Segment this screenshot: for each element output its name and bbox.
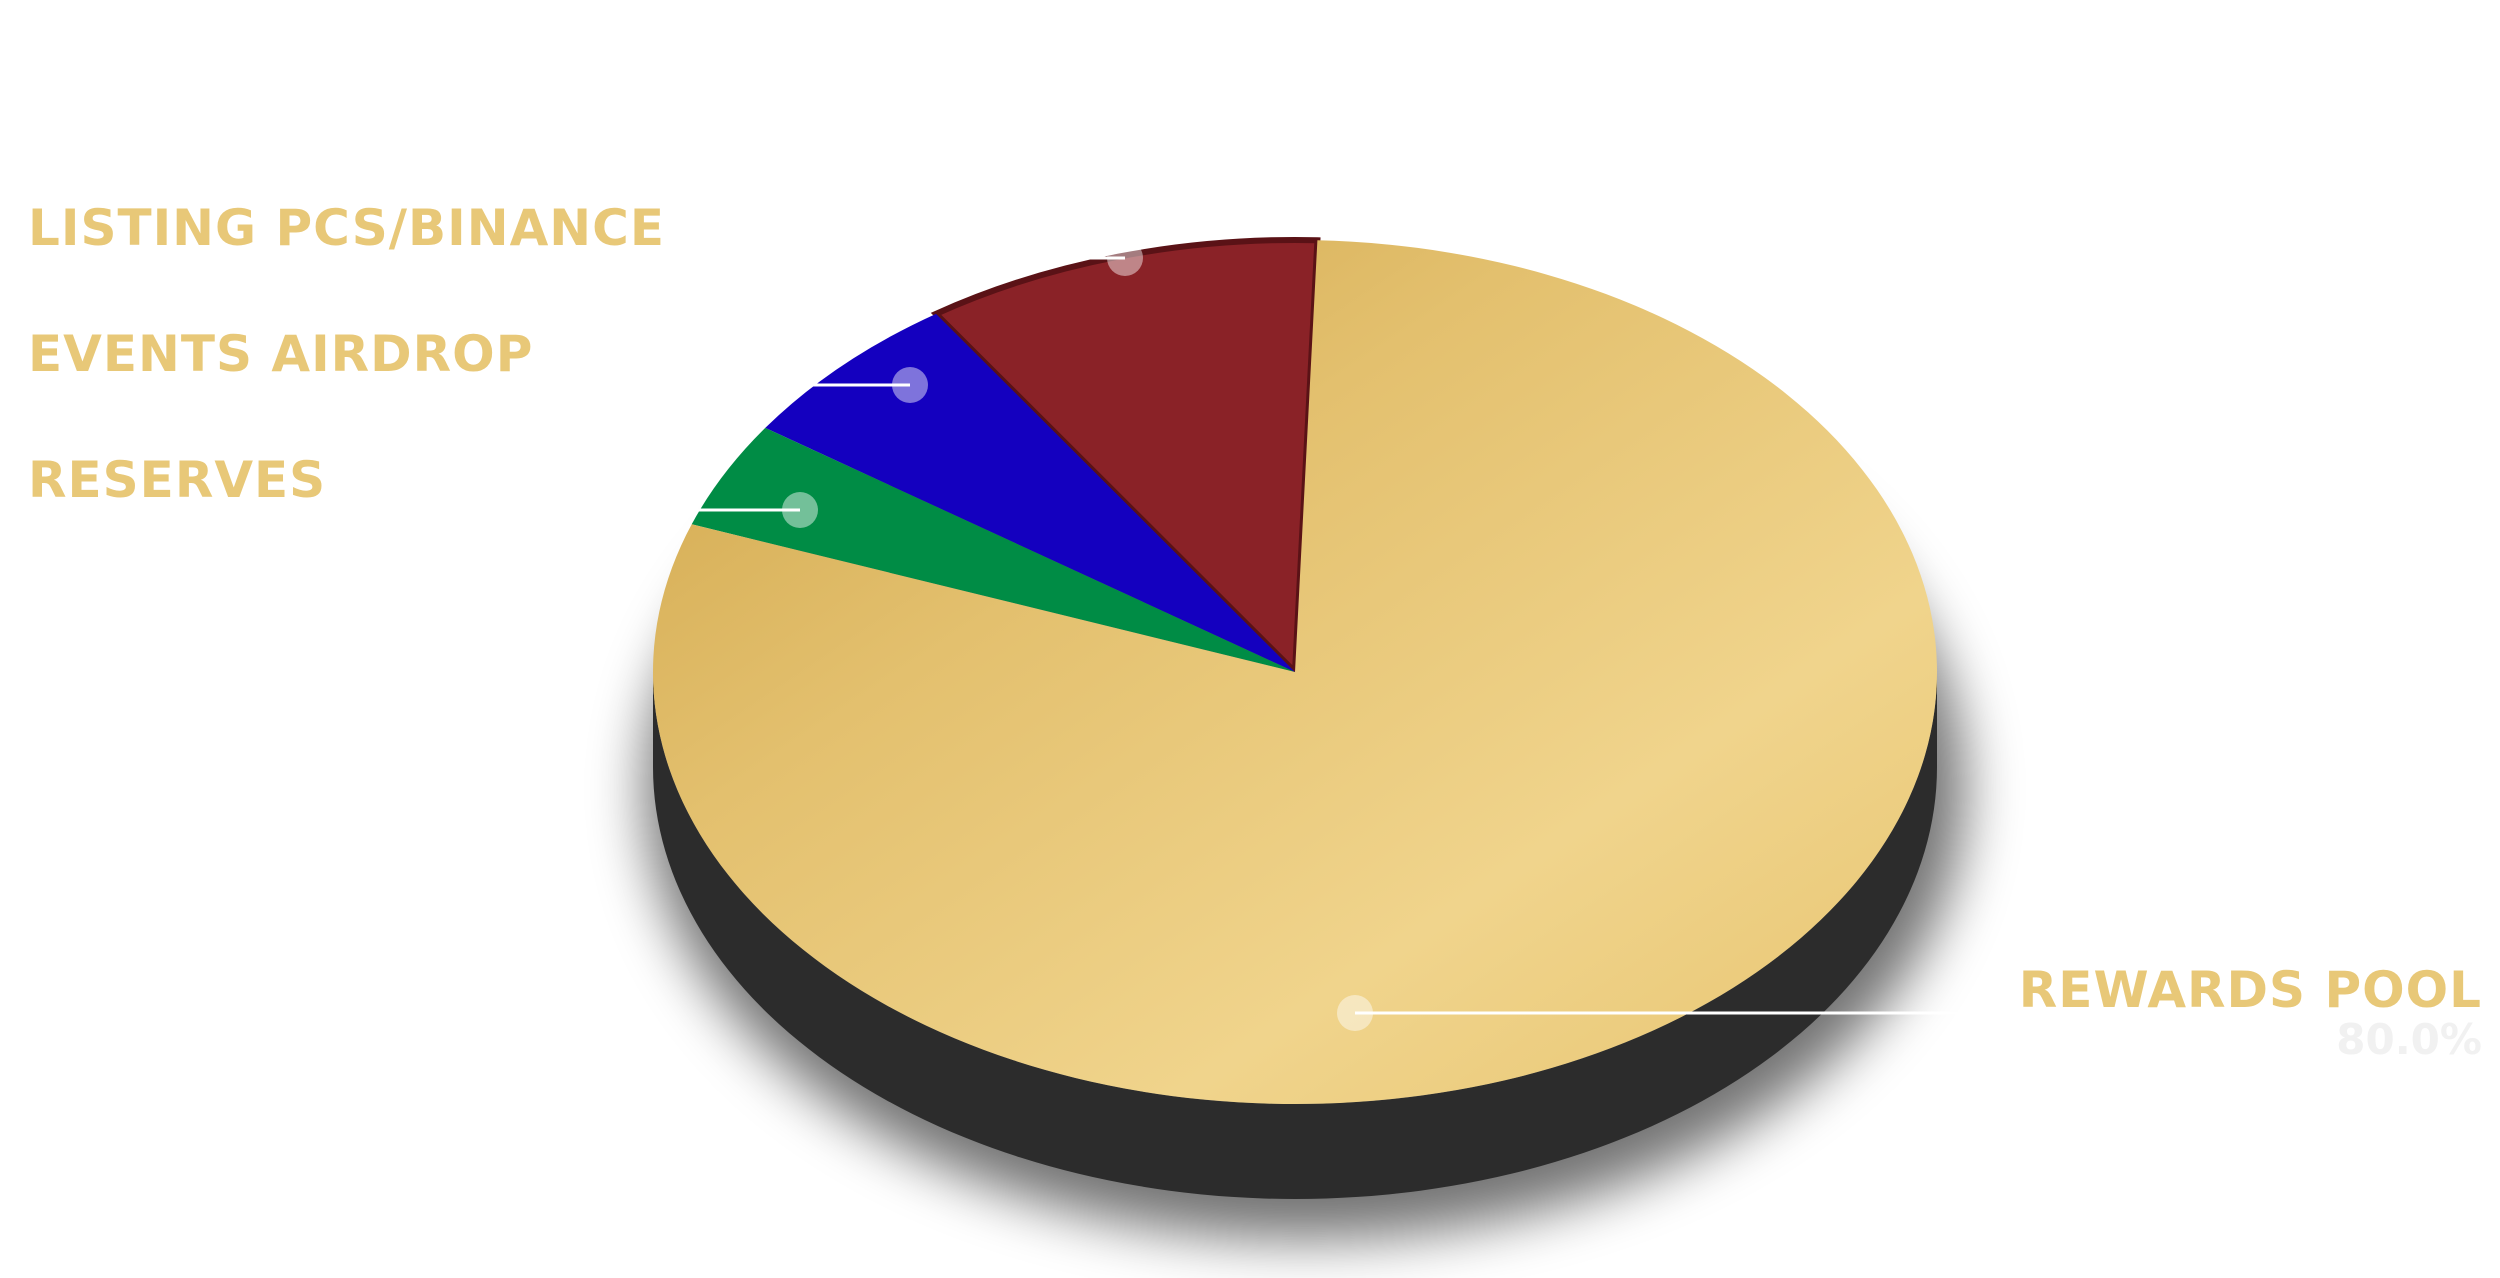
leader-dot-4	[1337, 995, 1373, 1031]
pie-slice-events-airdrop	[765, 313, 1295, 672]
pie-slices	[653, 237, 1938, 1104]
leader-dot-1	[1107, 240, 1143, 276]
pie-slice-rewards-pool	[653, 240, 1938, 1104]
pie-side-wall	[653, 672, 1937, 1199]
data-label-rewards-pool: 80.0%	[2336, 1015, 2482, 1064]
label-listing-pcs-binance: LISTING PCS/BINANCE	[28, 199, 665, 257]
pie-side	[653, 672, 1937, 1199]
leader-lines	[605, 240, 1990, 1031]
label-reserves: RESERVES	[28, 451, 327, 509]
label-events-airdrop: EVENTS AIRDROP	[28, 325, 534, 383]
pie-slice-reserves	[691, 427, 1295, 672]
leader-dot-2	[892, 367, 928, 403]
label-rewards-pool: REWARDS POOL	[2018, 961, 2482, 1019]
